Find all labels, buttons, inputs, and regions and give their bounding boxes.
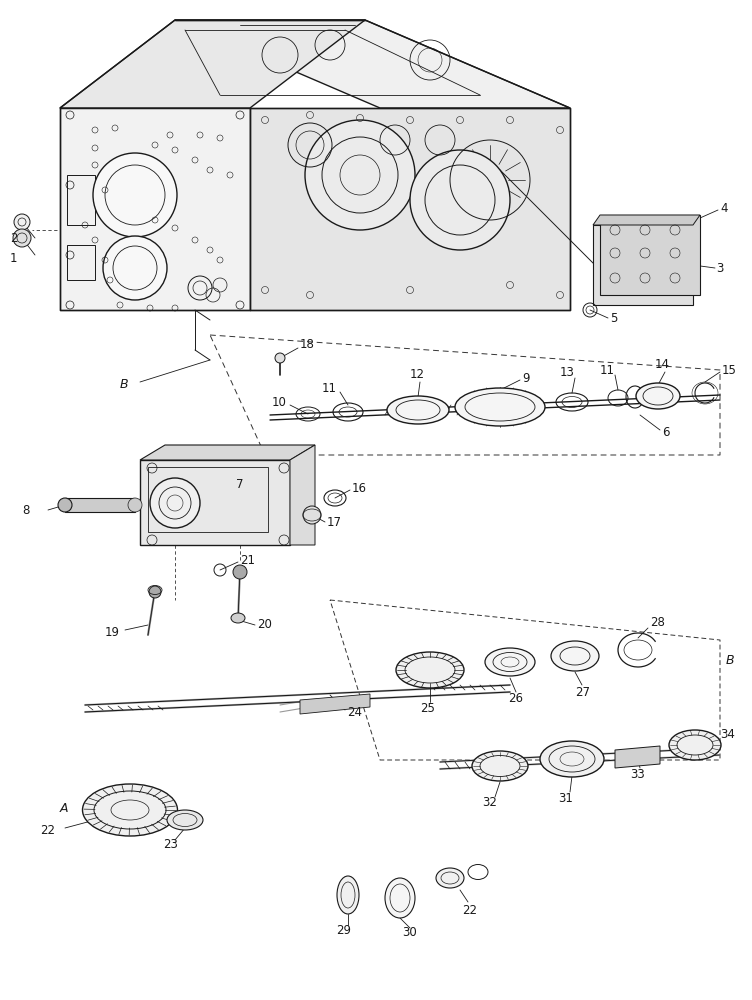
Ellipse shape <box>337 876 359 914</box>
Text: 6: 6 <box>662 426 669 438</box>
Text: 22: 22 <box>462 904 477 916</box>
Polygon shape <box>600 215 700 295</box>
Polygon shape <box>300 694 370 714</box>
Text: 11: 11 <box>322 381 337 394</box>
Text: 3: 3 <box>716 261 723 274</box>
Circle shape <box>13 229 31 247</box>
Text: 12: 12 <box>410 368 425 381</box>
Text: B: B <box>726 654 735 666</box>
Circle shape <box>275 353 285 363</box>
Text: 28: 28 <box>650 615 665 629</box>
Text: 30: 30 <box>402 926 417 940</box>
Text: 20: 20 <box>257 618 272 632</box>
Circle shape <box>410 150 510 250</box>
Text: 1: 1 <box>10 251 17 264</box>
Ellipse shape <box>167 810 203 830</box>
Polygon shape <box>140 445 315 460</box>
Polygon shape <box>60 108 250 310</box>
Circle shape <box>14 214 30 230</box>
Text: 2: 2 <box>10 232 17 244</box>
Bar <box>67 175 95 225</box>
Ellipse shape <box>485 648 535 676</box>
Text: 22: 22 <box>40 824 55 836</box>
Ellipse shape <box>387 396 449 424</box>
Text: 24: 24 <box>347 706 362 718</box>
Bar <box>148 467 268 532</box>
Polygon shape <box>250 108 570 310</box>
Polygon shape <box>175 20 570 108</box>
Text: 19: 19 <box>105 626 120 640</box>
Text: A: A <box>60 802 68 814</box>
Ellipse shape <box>669 730 721 760</box>
Circle shape <box>149 586 161 598</box>
Text: 5: 5 <box>610 312 617 324</box>
Text: 9: 9 <box>522 371 529 384</box>
Polygon shape <box>615 746 660 768</box>
Circle shape <box>303 506 321 524</box>
Circle shape <box>58 498 72 512</box>
Circle shape <box>103 236 167 300</box>
Text: 11: 11 <box>600 363 615 376</box>
Ellipse shape <box>396 652 464 688</box>
Text: 4: 4 <box>720 202 727 215</box>
Polygon shape <box>140 460 290 545</box>
Polygon shape <box>60 20 365 108</box>
Text: 34: 34 <box>720 728 735 742</box>
Polygon shape <box>290 445 315 545</box>
Text: 18: 18 <box>300 338 315 352</box>
Polygon shape <box>593 225 693 305</box>
Circle shape <box>305 120 415 230</box>
Text: 13: 13 <box>560 365 575 378</box>
Bar <box>67 245 95 280</box>
Text: 15: 15 <box>722 363 737 376</box>
Text: 29: 29 <box>336 924 351 936</box>
Text: 33: 33 <box>630 768 644 782</box>
Ellipse shape <box>551 641 599 671</box>
Text: B: B <box>120 378 129 391</box>
Ellipse shape <box>385 878 415 918</box>
Polygon shape <box>593 215 700 225</box>
Text: 25: 25 <box>420 702 435 714</box>
Text: 14: 14 <box>655 359 670 371</box>
Text: A: A <box>625 278 633 292</box>
Text: 23: 23 <box>163 838 178 852</box>
Ellipse shape <box>540 741 604 777</box>
Text: 31: 31 <box>558 792 573 804</box>
Text: 17: 17 <box>327 516 342 528</box>
Circle shape <box>93 153 177 237</box>
Text: 10: 10 <box>272 395 287 408</box>
Text: 26: 26 <box>508 692 523 704</box>
Text: 27: 27 <box>575 686 590 698</box>
Circle shape <box>150 478 200 528</box>
Text: 16: 16 <box>352 482 367 494</box>
Ellipse shape <box>636 383 680 409</box>
Text: 7: 7 <box>236 479 244 491</box>
Text: 8: 8 <box>23 504 30 516</box>
Ellipse shape <box>436 868 464 888</box>
Text: 32: 32 <box>482 796 497 808</box>
Circle shape <box>233 565 247 579</box>
Ellipse shape <box>231 613 245 623</box>
Ellipse shape <box>83 784 177 836</box>
Ellipse shape <box>472 751 528 781</box>
Circle shape <box>128 498 142 512</box>
Text: 21: 21 <box>240 554 255 566</box>
Ellipse shape <box>455 388 545 426</box>
Polygon shape <box>65 498 135 512</box>
